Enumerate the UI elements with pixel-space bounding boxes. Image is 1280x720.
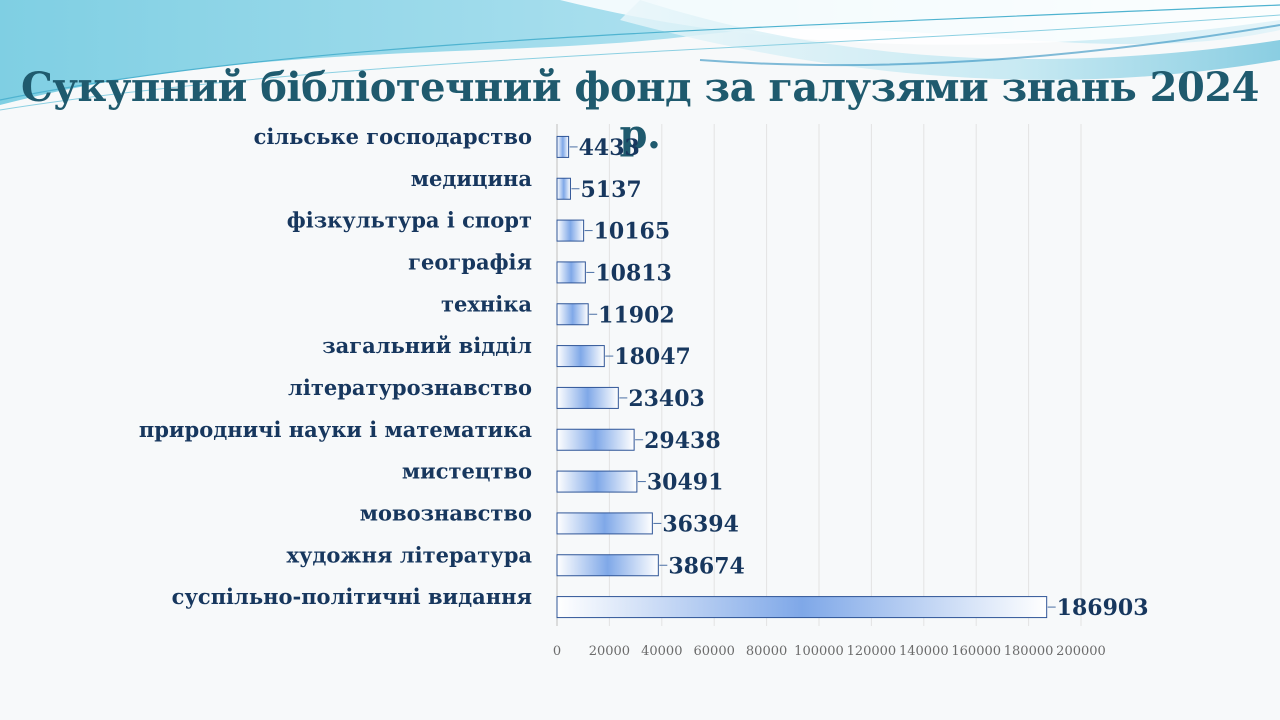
bar [556,135,570,158]
x-tick-label: 160000 [951,644,1001,659]
x-tick-labels: 0 20000 40000 60000 80000 100000 120000 140000 1… [553,644,1106,659]
value-label: 4433 [579,135,640,161]
category-label: художня література [286,542,532,567]
value-label: 11902 [598,302,675,328]
category-label: сільське господарство [254,124,532,149]
category-label: мовознавство [360,500,532,525]
category-label: медицина [411,166,533,191]
category-labels: сільське господарство медицина фізкультура… [139,124,533,609]
x-tick-label: 40000 [641,644,682,659]
x-tick-label: 20000 [589,644,630,659]
bar [556,512,653,535]
x-tick-label: 120000 [847,644,897,659]
bar [556,345,605,368]
bars [556,135,1056,619]
gridlines [608,124,1082,626]
bar [556,596,1048,619]
bar [556,219,585,242]
x-tick-label: 180000 [1004,644,1054,659]
x-tick-label: 200000 [1056,644,1106,659]
value-label: 18047 [614,344,691,370]
value-label: 10165 [594,219,671,245]
x-tick-label: 140000 [899,644,949,659]
value-label: 10813 [595,260,672,286]
category-label: географія [408,249,532,274]
bar [556,303,589,326]
x-tick-label: 80000 [746,644,787,659]
category-label: природничі науки і математика [139,417,533,442]
value-label: 38674 [668,553,745,579]
x-tick-label: 0 [553,644,561,659]
category-label: мистецтво [402,459,532,484]
category-label: літературознавство [288,375,532,400]
value-label: 186903 [1057,595,1149,621]
value-label: 29438 [644,428,721,454]
value-labels: 4433 5137 10165 10813 11902 18047 23403 29438 30… [579,135,1149,621]
bar [556,554,659,577]
bar [556,386,619,409]
category-label: загальний відділ [322,333,532,358]
category-label: суспільно-політичні видання [172,584,532,609]
x-tick-label: 100000 [794,644,844,659]
category-label: техніка [441,291,532,316]
bar [556,261,586,284]
page-title: Сукупний бібліотечний фонд за галузями з… [21,64,1259,158]
x-tick-label: 60000 [694,644,735,659]
category-label: фізкультура і спорт [287,208,532,233]
value-label: 5137 [580,177,641,203]
value-label: 30491 [647,470,724,496]
value-label: 36394 [662,511,739,537]
bar [556,428,635,451]
value-label: 23403 [628,386,705,412]
bar [556,470,638,493]
bar [556,177,571,200]
